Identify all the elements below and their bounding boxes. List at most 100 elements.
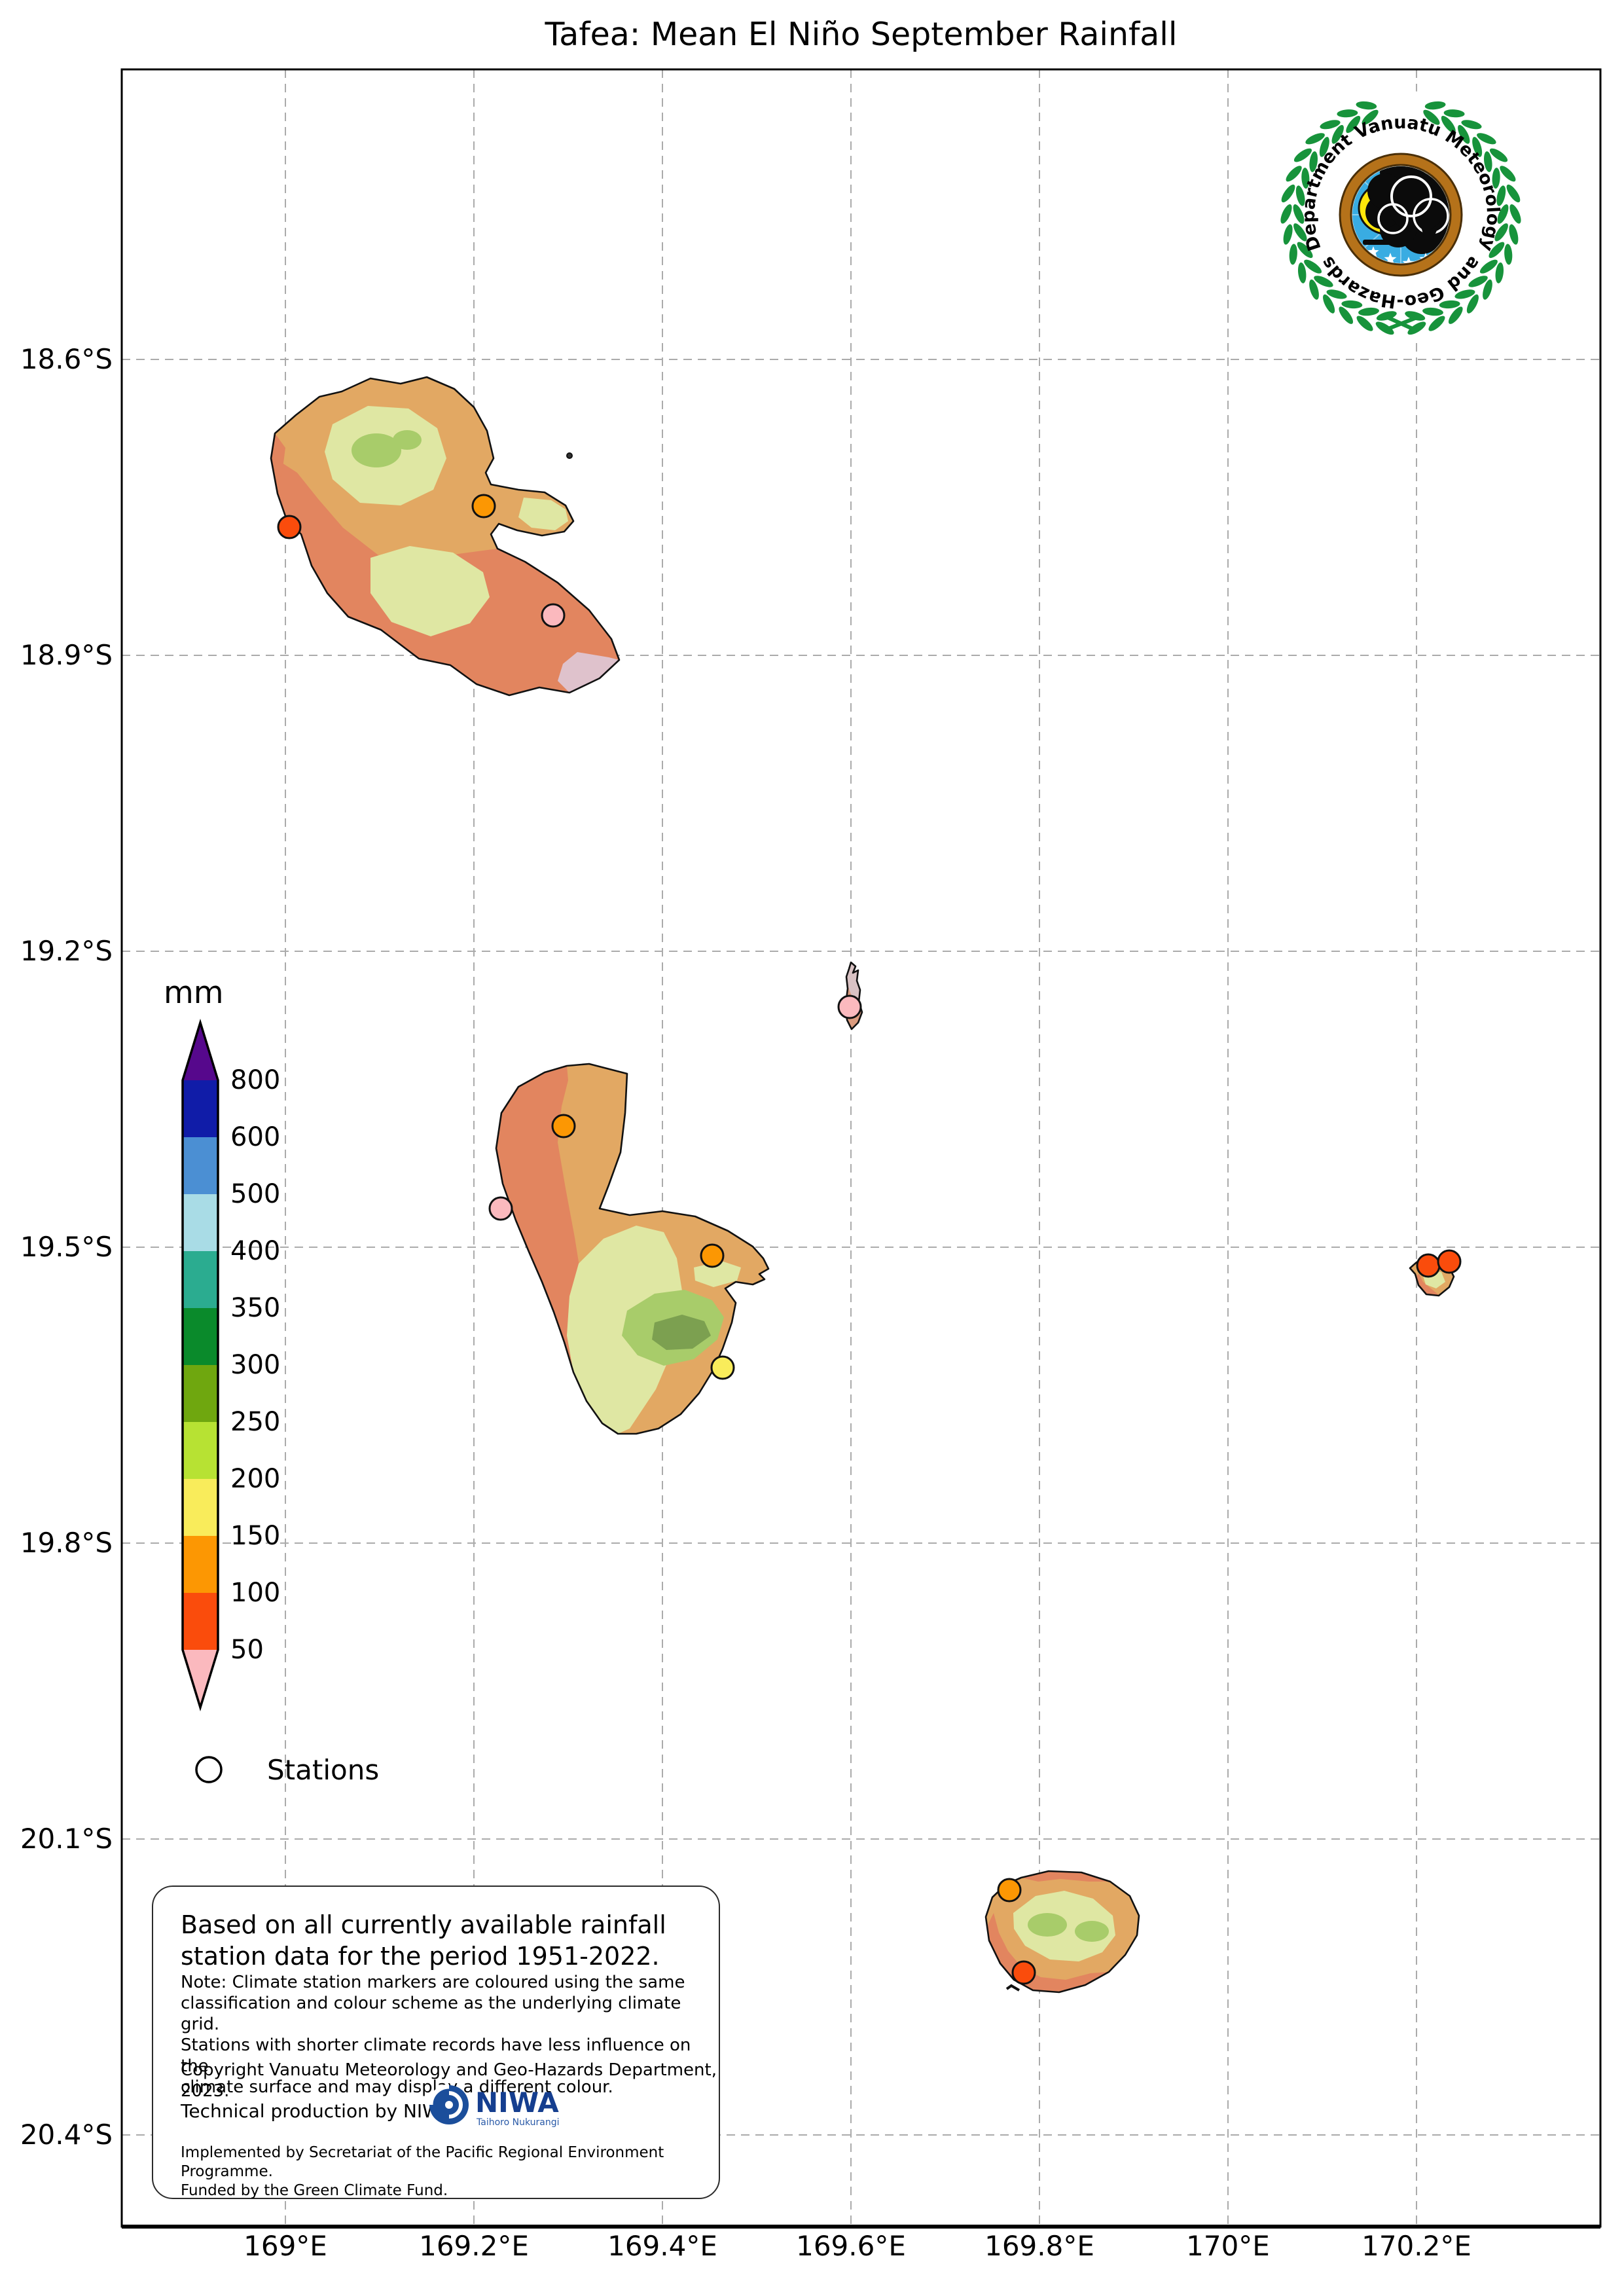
lon-tick-label: 170°E [1186,2230,1270,2262]
laurel-leaf-icon [1484,151,1492,172]
stations-legend-marker [195,1756,223,1783]
laurel-leaf-icon [1494,223,1508,242]
laurel-leaf-icon [1492,168,1500,189]
note-heading: Based on all currently available rainfal… [181,1909,666,1972]
laurel-stems [1384,315,1416,332]
laurel-leaf-icon [1458,124,1470,144]
laurel-leaf-icon [1326,289,1347,299]
laurel-leaf-icon [1479,259,1498,274]
laurel-leaf-icon [1320,120,1341,130]
lat-tick-label: 18.9°S [20,639,113,671]
colorbar-tick-label: 350 [230,1293,281,1323]
colorbar-band-above-max [183,1023,218,1080]
attribution-note-box: Based on all currently available rainfal… [152,1886,720,2199]
laurel-leaf-icon [1295,185,1305,206]
tiny-islet [566,452,573,459]
lon-tick-label: 169.6°E [796,2230,906,2262]
station-markers [277,494,1462,1985]
laurel-leaf-icon [1468,276,1488,287]
island-terrain-erromango [271,377,619,695]
note-line: Stations with shorter climate records ha… [181,2035,691,2076]
laurel-leaf-icon [1293,148,1312,162]
colorbar-band [183,1479,218,1536]
laurel-leaf-icon [1309,151,1318,172]
station-marker-tanna [700,1243,725,1268]
laurel-leaf-icon [1506,184,1521,203]
laurel-leaf-icon [1346,115,1361,134]
laurel-leaf-icon [1448,306,1463,324]
colorbar-tick-label: 300 [230,1350,281,1380]
niwa-logo: NIWA Taihoro Nukurangi [428,2078,592,2134]
lat-tick-label: 19.5°S [20,1231,113,1263]
laurel-leaf-icon [1422,307,1443,316]
colorbar-unit-label: mm [164,975,224,1011]
laurel-leaf-icon [1423,109,1440,125]
laurel-leaf-icon [1405,311,1426,321]
page-title: Tafea: Mean El Niño September Rainfall [545,16,1178,53]
production-credit: Technical production by NIWA [181,2100,452,2122]
note-line: climate surface and may display a differ… [181,2077,613,2097]
lat-tick-label: 19.8°S [20,1527,113,1559]
laurel-leaf-icon [1293,204,1305,224]
laurel-leaf-icon [1358,307,1379,316]
laurel-leaf-icon [1489,148,1508,162]
terrain-patch [271,433,285,478]
implemented-line2: Funded by the Green Climate Fund. [181,2182,448,2199]
colorbar-band-below-min [183,1650,218,1707]
laurel-leaf-icon [1319,137,1329,157]
station-marker-erromango [471,494,496,519]
laurel-leaf-icon [1293,223,1307,242]
seal-sea-line [1363,240,1448,245]
station-marker-futuna [1437,1249,1462,1274]
station-marker-aniwa [837,994,862,1019]
laurel-leaf-icon [1424,101,1446,110]
colorbar-tick-label: 50 [230,1635,264,1665]
laurel-leaf-icon [1339,306,1354,324]
niwa-tagline: Taihoro Nukurangi [476,2117,560,2128]
terrain-patch [1075,1921,1109,1942]
station-marker-tanna [551,1114,576,1139]
lon-tick-label: 169°E [244,2230,327,2262]
note-heading-line1: Based on all currently available rainfal… [181,1910,666,1939]
colorbar-outline [181,1019,219,1711]
terrain-patch [652,1315,711,1350]
laurel-leaf-icon [1477,133,1496,145]
laurel-leaf-icon [1443,109,1465,118]
map-frame [120,68,1602,2229]
laurel-leaf-icon [1504,244,1513,265]
laurel-leaf-icon [1439,300,1460,309]
lon-tick-label: 169.4°E [607,2230,717,2262]
laurel-leaf-icon [1341,300,1363,309]
laurel-leaf-icon [1283,224,1293,245]
laurel-leaf-icon [1509,224,1519,245]
laurel-leaf-icon [1297,262,1307,283]
laurel-leaf-icon [1356,101,1377,110]
island-aneityum [984,1870,1140,1994]
laurel-leaf-icon [1495,262,1504,283]
island-erromango [270,376,621,697]
laurel-leaf-icon [1497,204,1509,224]
laurel-leaf-icon [1301,168,1310,189]
niwa-wordmark: NIWA [475,2086,559,2119]
colorbar-band [183,1080,218,1137]
station-marker-aneityum [1011,1960,1036,1985]
laurel-leaf-icon [1441,115,1456,134]
station-marker-erromango [541,603,566,628]
laurel-leaf-icon [1461,120,1482,130]
colorbar-band [183,1308,218,1365]
laurel-leaf-icon [1489,242,1505,259]
colorbar-tick-label: 200 [230,1464,281,1494]
rainfall-colorbar [181,1019,219,1711]
colorbar-tick-label: 800 [230,1065,281,1095]
laurel-leaf-icon [1286,166,1302,182]
lat-tick-label: 20.4°S [20,2119,113,2151]
terrain-patch [1416,1274,1439,1295]
tiny-islet [1005,1984,1020,1992]
laurel-leaf-icon [1407,321,1426,335]
small-islets [566,452,1020,1992]
terrain-patch [393,430,422,450]
terrain-patch [352,433,401,467]
lon-tick-label: 169.8°E [984,2230,1094,2262]
colorbar-band [183,1422,218,1479]
station-marker-erromango [277,515,302,539]
